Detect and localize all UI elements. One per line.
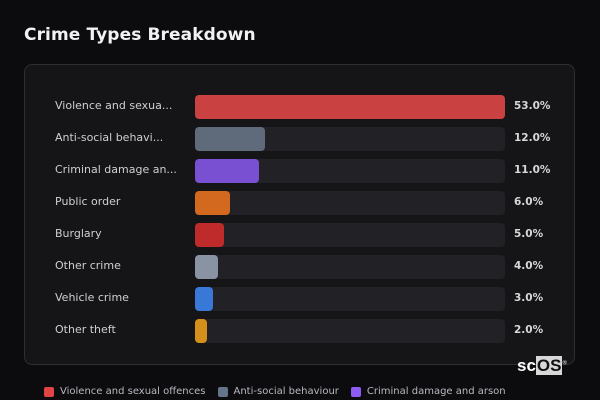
bar-row: Criminal damage an... 11.0%	[25, 159, 574, 183]
bar	[195, 191, 231, 215]
bar-value-label: 5.0%	[514, 228, 544, 240]
bar-row: Other crime 4.0%	[25, 255, 574, 279]
legend-swatch	[350, 386, 361, 397]
bar-track	[195, 127, 505, 151]
legend-swatch	[217, 386, 228, 397]
bar-track	[195, 255, 505, 279]
scos-logo: scOS®	[517, 356, 567, 376]
bar-value-label: 3.0%	[514, 292, 544, 304]
bar-label: Other theft	[55, 323, 116, 336]
bar	[195, 287, 213, 311]
bar-row: Violence and sexua... 53.0%	[25, 95, 574, 119]
bar-row: Other theft 2.0%	[25, 319, 574, 343]
logo-text: sc	[517, 356, 536, 375]
bar-label: Other crime	[55, 259, 121, 272]
legend-swatch	[44, 386, 54, 397]
bar-label: Anti-social behavi...	[55, 131, 164, 144]
bar	[195, 223, 225, 247]
legend-item[interactable]: Anti-social behaviour	[217, 386, 339, 397]
bar-row: Burglary 5.0%	[25, 223, 574, 247]
logo-text-box: OS	[535, 356, 563, 375]
bar	[195, 159, 260, 183]
bar-track	[195, 191, 505, 215]
bar	[195, 95, 505, 119]
bar-track	[195, 223, 505, 247]
bar-label: Violence and sexua...	[55, 99, 173, 112]
legend-label: Violence and sexual offences	[60, 386, 206, 397]
bar-label: Vehicle crime	[55, 291, 129, 304]
bar-track	[195, 159, 505, 183]
bar-row: Anti-social behavi... 12.0%	[25, 127, 574, 151]
legend-item[interactable]: Violence and sexual offences	[44, 386, 206, 397]
bar-label: Public order	[55, 195, 121, 208]
bar-row: Public order 6.0%	[25, 191, 574, 215]
bar-track	[195, 319, 505, 343]
bar-value-label: 4.0%	[514, 260, 544, 272]
legend-label: Criminal damage and arson	[366, 386, 506, 397]
bar-value-label: 12.0%	[514, 132, 551, 144]
legend-label: Anti-social behaviour	[233, 386, 339, 397]
bar-value-label: 6.0%	[514, 196, 544, 208]
bar-value-label: 53.0%	[514, 100, 551, 112]
legend-item[interactable]: Criminal damage and arson	[350, 386, 506, 397]
bar	[195, 127, 266, 151]
bar	[195, 255, 219, 279]
bar-label: Burglary	[55, 227, 102, 240]
bar-value-label: 2.0%	[514, 324, 544, 336]
bar-track	[195, 95, 505, 119]
chart-legend: Violence and sexual offences Anti-social …	[44, 386, 506, 397]
bar-label: Criminal damage an...	[55, 163, 177, 176]
logo-registered-mark: ®	[562, 360, 567, 367]
bar-value-label: 11.0%	[514, 164, 551, 176]
bar	[195, 319, 207, 343]
bar-row: Vehicle crime 3.0%	[25, 287, 574, 311]
chart-card: Violence and sexua... 53.0% Anti-social b…	[24, 64, 575, 365]
bar-track	[195, 287, 505, 311]
chart-title: Crime Types Breakdown	[24, 25, 256, 45]
